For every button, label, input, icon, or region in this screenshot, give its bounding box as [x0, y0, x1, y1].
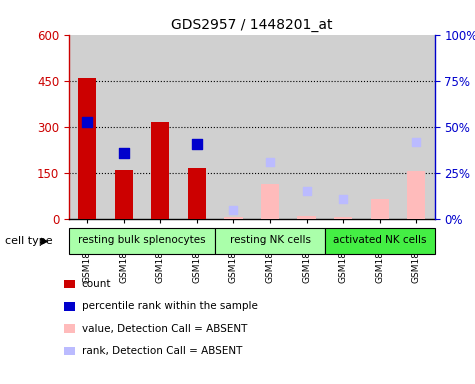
FancyBboxPatch shape	[325, 228, 435, 254]
Point	[120, 150, 127, 156]
Title: GDS2957 / 1448201_at: GDS2957 / 1448201_at	[171, 18, 332, 32]
Text: resting NK cells: resting NK cells	[229, 235, 311, 245]
Point	[339, 196, 347, 202]
Text: percentile rank within the sample: percentile rank within the sample	[82, 301, 257, 311]
Bar	[78, 78, 96, 219]
FancyBboxPatch shape	[215, 228, 325, 254]
Bar	[370, 199, 389, 219]
Point	[230, 207, 238, 213]
Bar	[142, 35, 179, 219]
Bar	[252, 35, 288, 219]
Bar	[215, 35, 252, 219]
Bar	[151, 122, 170, 219]
Point	[303, 188, 311, 194]
Bar	[105, 35, 142, 219]
Bar	[288, 35, 325, 219]
Text: count: count	[82, 279, 111, 289]
Point	[266, 159, 274, 165]
Bar	[114, 170, 133, 219]
Text: activated NK cells: activated NK cells	[333, 235, 427, 245]
Text: value, Detection Call = ABSENT: value, Detection Call = ABSENT	[82, 324, 247, 334]
Bar	[334, 217, 352, 219]
Text: resting bulk splenocytes: resting bulk splenocytes	[78, 235, 206, 245]
Text: ▶: ▶	[41, 236, 49, 246]
Point	[84, 119, 91, 125]
Bar	[407, 171, 426, 219]
Bar	[325, 35, 361, 219]
Bar	[69, 35, 105, 219]
Point	[412, 139, 420, 145]
Bar	[261, 184, 279, 219]
Bar	[179, 35, 215, 219]
Bar	[224, 217, 243, 219]
Text: cell type: cell type	[5, 236, 52, 246]
Bar	[297, 216, 316, 219]
Text: rank, Detection Call = ABSENT: rank, Detection Call = ABSENT	[82, 346, 242, 356]
FancyBboxPatch shape	[69, 228, 215, 254]
Bar	[361, 35, 398, 219]
Bar	[398, 35, 435, 219]
Point	[193, 141, 200, 147]
Bar	[188, 168, 206, 219]
